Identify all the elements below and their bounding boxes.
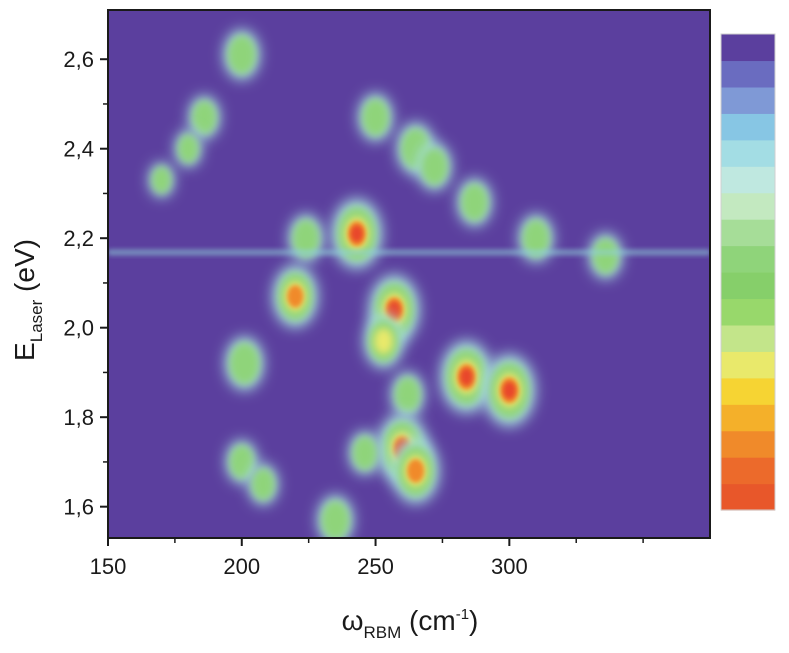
resonance-1 xyxy=(188,95,220,140)
y-tick-label: 2,2 xyxy=(63,226,94,251)
colorbar-segment xyxy=(721,86,775,114)
colorbar-segment xyxy=(721,272,775,300)
x-axis-unit-prefix: (cm xyxy=(401,605,455,636)
x-tick-label: 250 xyxy=(357,554,394,579)
resonance-17 xyxy=(392,438,440,504)
resonance-24 xyxy=(248,463,278,505)
x-axis-unit-superscript: -1 xyxy=(456,606,469,623)
x-axis-title: ωRBM (cm-1) xyxy=(342,605,479,642)
resonance-13 xyxy=(391,372,425,418)
x-axis-subscript: RBM xyxy=(363,623,401,642)
colorbar xyxy=(720,33,776,511)
resonance-7 xyxy=(331,198,383,269)
resonance-8 xyxy=(358,93,393,142)
y-axis: 1,6 1,8 2,0 2,2 2,4 2,6 xyxy=(63,47,108,520)
resonance-5 xyxy=(272,265,318,328)
colorbar-segment xyxy=(721,219,775,247)
colorbar-segment xyxy=(721,457,775,485)
y-axis-symbol: E xyxy=(9,342,40,361)
resonance-15 xyxy=(483,354,536,427)
streak-2-17 xyxy=(108,249,710,256)
y-tick-label: 1,6 xyxy=(63,495,94,520)
plot-frame xyxy=(107,9,711,539)
y-tick-label: 2,4 xyxy=(63,137,94,162)
resonance-12 xyxy=(363,313,404,369)
resonance-10 xyxy=(417,142,452,191)
resonance-0 xyxy=(223,29,260,80)
colorbar-segment xyxy=(721,113,775,141)
x-tick-label: 200 xyxy=(223,554,260,579)
resonance-19 xyxy=(457,178,492,227)
colorbar-segment xyxy=(721,60,775,88)
y-axis-subscript: Laser xyxy=(27,299,46,342)
colorbar-segment xyxy=(721,139,775,167)
resonance-22 xyxy=(317,495,354,538)
resonance-2 xyxy=(175,130,202,168)
resonance-18 xyxy=(349,431,381,475)
x-tick-label: 300 xyxy=(491,554,528,579)
colorbar-segment xyxy=(721,245,775,273)
x-tick-label: 150 xyxy=(90,554,127,579)
x-axis: 150 200 250 300 xyxy=(90,538,644,579)
resonance-14 xyxy=(440,340,493,413)
colorbar-segment xyxy=(721,404,775,432)
colorbar-frame xyxy=(720,33,776,511)
colorbar-segment xyxy=(721,34,775,62)
resonance-21 xyxy=(589,233,623,279)
resonance-23 xyxy=(226,440,258,484)
x-axis-symbol: ω xyxy=(342,605,364,636)
y-tick-label: 1,8 xyxy=(63,405,94,430)
colorbar-segment xyxy=(721,430,775,458)
heatmap-layer xyxy=(108,29,710,538)
y-tick-label: 2,0 xyxy=(63,316,94,341)
colorbar-segment xyxy=(721,192,775,220)
resonance-3 xyxy=(149,162,174,198)
y-axis-unit: (eV) xyxy=(9,239,40,300)
resonance-4 xyxy=(225,336,264,391)
colorbar-segment xyxy=(721,166,775,194)
colorbar-segment xyxy=(721,298,775,326)
y-axis-title: ELaser (eV) xyxy=(9,239,46,361)
colorbar-segment xyxy=(721,324,775,352)
x-axis-unit-suffix: ) xyxy=(469,605,478,636)
colorbar-segment xyxy=(721,377,775,405)
colorbar-segment xyxy=(721,351,775,379)
y-tick-label: 2,6 xyxy=(63,47,94,72)
colorbar-segment xyxy=(721,483,775,511)
